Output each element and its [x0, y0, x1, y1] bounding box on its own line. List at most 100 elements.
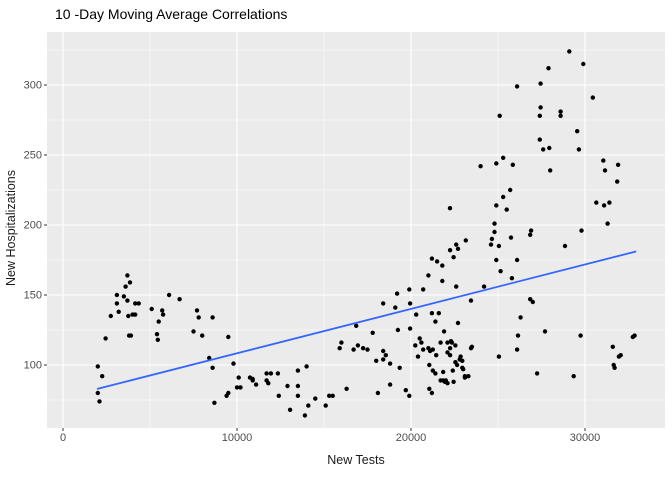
data-point: [433, 371, 438, 376]
data-point: [528, 228, 534, 233]
data-point: [127, 280, 133, 285]
data-point: [441, 329, 447, 334]
x-tick-label: 20000: [396, 432, 427, 444]
data-point: [95, 390, 101, 396]
data-point: [236, 375, 241, 380]
data-point: [231, 361, 236, 366]
data-point: [266, 381, 271, 386]
data-point: [537, 137, 542, 142]
data-point: [403, 388, 408, 393]
data-point: [397, 365, 402, 370]
data-point: [430, 368, 435, 373]
data-point: [295, 368, 301, 373]
data-point: [496, 354, 502, 359]
data-point: [515, 333, 521, 338]
x-tick-label: 30000: [570, 432, 601, 444]
data-point: [295, 383, 301, 389]
data-point: [451, 255, 456, 260]
data-point: [210, 315, 215, 320]
data-point: [528, 297, 533, 302]
data-point: [615, 162, 621, 167]
data-point: [581, 61, 586, 67]
data-point: [466, 374, 471, 379]
data-point: [618, 353, 623, 358]
data-point: [426, 273, 431, 278]
data-point: [578, 333, 583, 338]
data-point: [415, 354, 421, 359]
data-point: [494, 161, 499, 166]
data-point: [304, 364, 309, 369]
data-point: [407, 287, 412, 292]
data-point: [381, 348, 386, 354]
data-point: [558, 109, 563, 114]
data-point: [123, 284, 128, 289]
data-point: [438, 340, 443, 345]
data-point: [210, 365, 215, 370]
data-point: [571, 374, 576, 379]
data-point: [541, 147, 546, 152]
y-tick-label: 200: [24, 220, 42, 232]
data-point: [126, 313, 131, 319]
data-point: [489, 236, 495, 242]
data-point: [365, 347, 370, 352]
data-point: [632, 333, 637, 338]
data-point: [461, 367, 466, 372]
data-point: [538, 105, 543, 110]
data-point: [478, 164, 483, 169]
data-point: [285, 383, 290, 389]
data-point: [605, 221, 610, 226]
data-point: [133, 312, 138, 317]
data-point: [434, 259, 440, 264]
data-point: [449, 340, 455, 345]
data-point: [508, 187, 513, 193]
data-point: [156, 319, 161, 324]
data-point: [191, 329, 196, 334]
minor-gridlines: [47, 32, 665, 428]
data-point: [154, 332, 160, 337]
data-point: [501, 155, 506, 160]
data-point: [468, 298, 474, 303]
data-point: [447, 346, 453, 351]
data-point: [427, 362, 432, 368]
data-point: [103, 336, 108, 341]
data-point: [354, 323, 359, 328]
data-point: [226, 390, 231, 396]
data-point: [481, 284, 487, 289]
data-point: [339, 340, 344, 345]
data-point: [455, 320, 461, 326]
data-point: [492, 221, 497, 226]
data-point: [514, 257, 520, 263]
data-point: [427, 386, 432, 391]
data-point: [441, 369, 446, 375]
data-point: [407, 301, 413, 306]
data-point: [514, 84, 520, 89]
data-point: [530, 299, 535, 305]
data-point: [95, 364, 101, 369]
data-point: [330, 393, 335, 398]
data-point: [534, 371, 540, 376]
data-point: [128, 333, 134, 338]
data-point: [547, 145, 552, 151]
data-point: [594, 200, 599, 205]
data-point: [510, 162, 515, 167]
data-point: [116, 309, 121, 314]
data-point: [177, 297, 182, 302]
data-point: [360, 346, 366, 351]
data-point: [194, 308, 200, 313]
data-point: [488, 242, 494, 247]
data-point: [375, 390, 381, 396]
data-point: [562, 243, 568, 249]
data-point: [238, 385, 243, 390]
major-gridlines: [47, 32, 665, 428]
data-point: [518, 315, 523, 320]
data-point: [268, 371, 274, 376]
data-point: [612, 365, 617, 370]
data-point: [463, 238, 468, 243]
data-point: [542, 329, 548, 334]
data-point: [575, 129, 580, 134]
data-point: [125, 298, 130, 303]
data-point: [601, 158, 606, 163]
data-point: [393, 305, 398, 310]
data-point: [492, 229, 497, 235]
